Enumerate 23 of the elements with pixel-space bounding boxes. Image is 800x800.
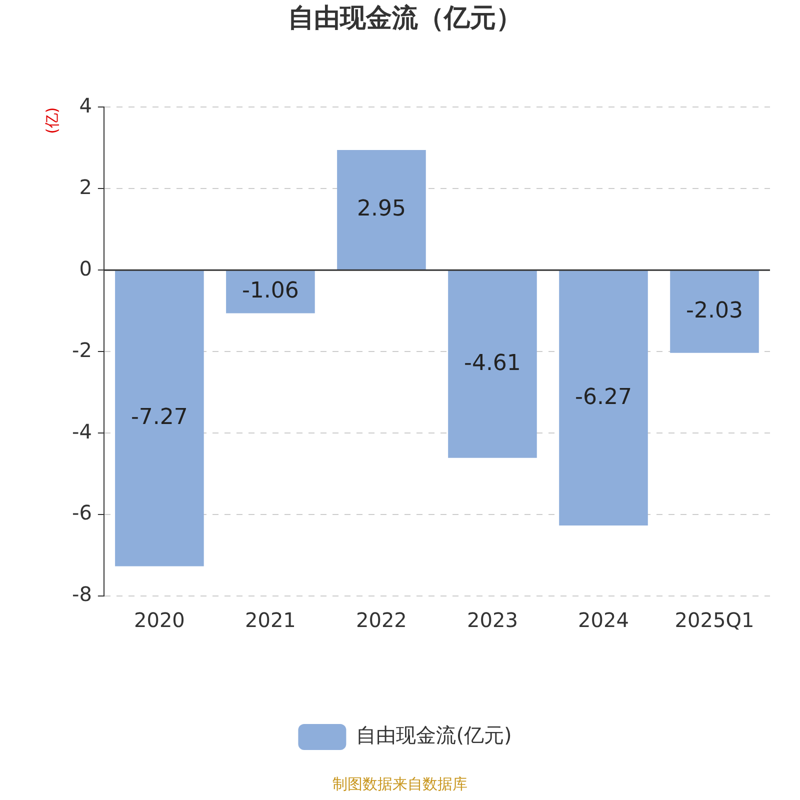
- chart-title: 自由现金流（亿元）: [288, 3, 522, 34]
- data-label: -2.03: [686, 298, 743, 324]
- x-tick-label: 2024: [578, 608, 629, 632]
- x-tick-label: 2021: [245, 608, 296, 632]
- x-tick-label: 2025Q1: [674, 608, 754, 632]
- x-tick-label: 2023: [467, 608, 518, 632]
- y-tick-label: 0: [79, 256, 92, 280]
- y-tick-label: -4: [72, 419, 92, 444]
- y-tick-label: -2: [72, 338, 92, 362]
- legend-label: 自由现金流(亿元): [356, 723, 512, 748]
- text: 制图数据来自数据库: [332, 775, 468, 794]
- data-label: 2.95: [356, 196, 406, 222]
- data-label: -4.61: [464, 350, 521, 376]
- y-tick-label: 2: [79, 174, 92, 199]
- data-label: -6.27: [575, 384, 632, 410]
- x-tick-label: 2020: [134, 608, 185, 632]
- data-label: -7.27: [130, 405, 188, 430]
- y-axis-title: (亿): [42, 107, 61, 134]
- x-tick-label: 2022: [356, 608, 407, 632]
- data-label: -1.06: [242, 278, 299, 304]
- y-tick-label: -6: [72, 500, 92, 525]
- y-tick-label: -8: [72, 582, 92, 606]
- y-tick-label: 4: [79, 93, 92, 118]
